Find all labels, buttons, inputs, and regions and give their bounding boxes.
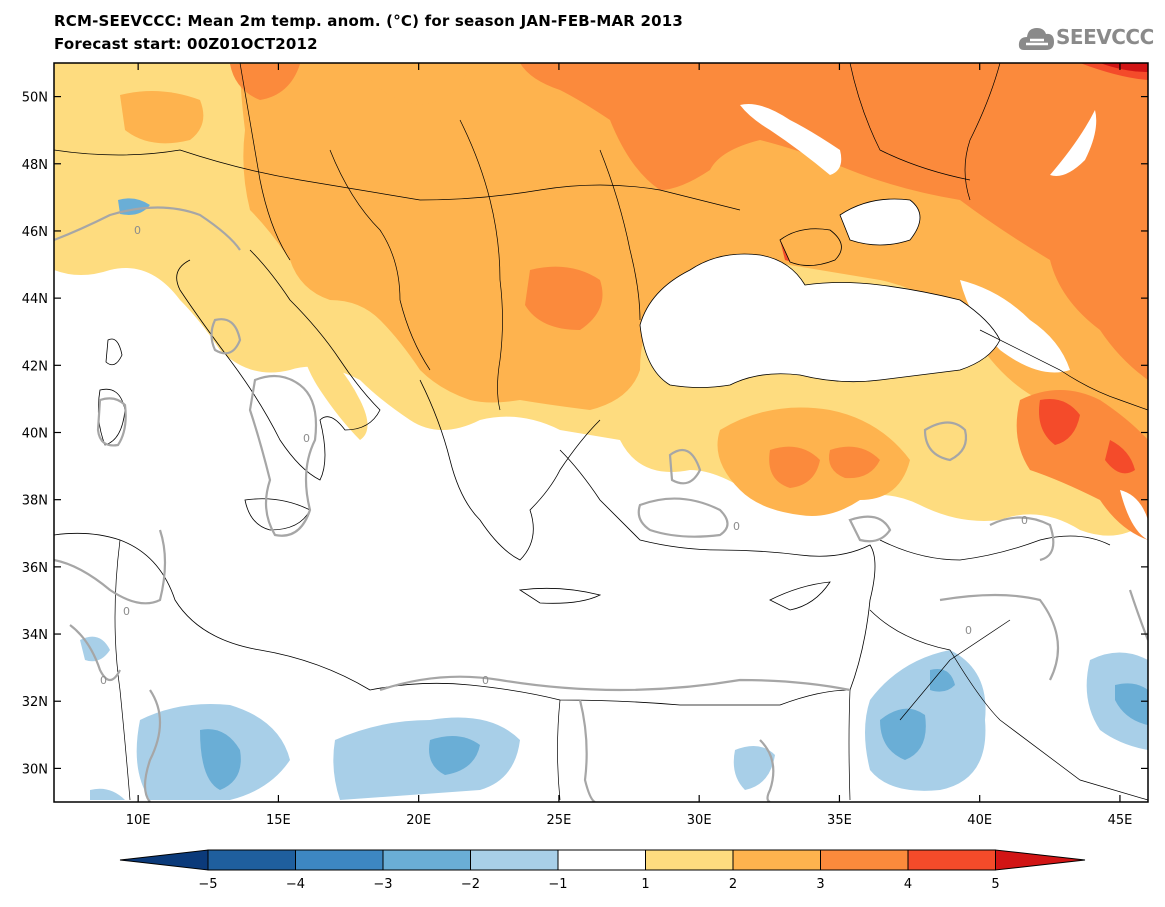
anomaly-near-zero: [740, 104, 842, 175]
anomaly-3-4: [520, 63, 1148, 380]
colorbar-label: −2: [461, 877, 480, 892]
azov-sea: [839, 198, 921, 246]
lon-tick-label: 30E: [687, 813, 712, 828]
lat-tick-label: 30N: [22, 762, 48, 777]
anomaly-minus-2-minus-1: [333, 717, 520, 800]
map-title: RCM-SEEVCCC: Mean 2m temp. anom. (°C) fo…: [54, 12, 683, 30]
colorbar-label: −3: [373, 877, 392, 892]
lat-tick-label: 44N: [22, 292, 48, 307]
crete: [518, 587, 602, 604]
country-borders: [54, 63, 1148, 801]
lon-tick-label: 15E: [266, 813, 291, 828]
corsica: [105, 338, 123, 366]
mediterranean-coastline: [54, 449, 876, 706]
colorbar-segment: [382, 849, 471, 871]
lat-tick-label: 40N: [22, 427, 48, 442]
anomaly-minus-3-minus-2: [1115, 683, 1148, 725]
lat-tick-label: 42N: [22, 359, 48, 374]
colorbar-segment: [207, 849, 296, 871]
colorbar-legend: −5 −4 −3 −2 −1 1 2 3 4 5: [119, 849, 1086, 892]
greece-coastline: [419, 379, 601, 561]
anomaly-minus-3-minus-2: [880, 708, 926, 760]
colorbar-label: −4: [286, 877, 305, 892]
lat-tick-label: 38N: [22, 494, 48, 509]
colorbar-arrow-high: [995, 849, 1086, 871]
zero-contours: [54, 206, 1148, 802]
longitude-axis: 10E 15E 20E 25E 30E 35E 40E 45E: [126, 63, 1133, 828]
colorbar-label: 2: [729, 877, 737, 892]
lat-tick-label: 36N: [22, 561, 48, 576]
anomaly-minus-3-minus-2: [429, 736, 480, 775]
colorbar-label: 4: [904, 877, 912, 892]
contour-label: 0: [100, 674, 107, 687]
colorbar-segment: [557, 849, 646, 871]
anomaly-4-5: [1105, 440, 1135, 474]
colorbar-segment: [820, 849, 909, 871]
cyprus: [769, 581, 831, 611]
anomaly-near-zero: [960, 280, 1070, 373]
anomaly-minus-3-minus-2: [930, 669, 955, 692]
anomaly-minus-3-minus-2: [200, 729, 241, 790]
anomaly-3-4: [230, 64, 300, 100]
anomaly-2-3: [120, 91, 204, 144]
anomaly-near-zero: [1050, 110, 1097, 176]
latitude-axis: 50N 48N 46N 44N 42N 40N 38N 36N 34N 32N 30N: [22, 91, 1148, 777]
anomaly-above-5: [1100, 63, 1148, 72]
contour-label: 0: [303, 432, 310, 445]
lon-tick-label: 35E: [827, 813, 852, 828]
lon-tick-label: 45E: [1108, 813, 1133, 828]
colorbar-label: −5: [198, 877, 217, 892]
cloud-icon: [1018, 28, 1054, 50]
anomaly-3-4: [829, 446, 880, 479]
lon-tick-label: 40E: [967, 813, 992, 828]
contour-label: 0: [1021, 514, 1028, 527]
forecast-start-label: Forecast start: 00Z01OCT2012: [54, 35, 318, 53]
crimea-peninsula: [779, 228, 842, 266]
anomaly-2-3: [360, 64, 470, 105]
lat-tick-label: 50N: [22, 91, 48, 106]
lat-tick-label: 46N: [22, 225, 48, 240]
lat-tick-label: 32N: [22, 695, 48, 710]
contour-label: 0: [965, 624, 972, 637]
colorbar-label: 1: [641, 877, 649, 892]
anomaly-3-4: [769, 446, 820, 488]
colorbar-segment: [732, 849, 821, 871]
anomaly-1-2: [300, 330, 368, 440]
colorbar-label: −1: [548, 877, 567, 892]
seevccc-logo: [1018, 28, 1054, 50]
colorbar-segment: [295, 849, 384, 871]
anomaly-4-5: [1039, 399, 1080, 445]
anomaly-minus-2-minus-1: [90, 788, 125, 800]
lat-tick-label: 34N: [22, 628, 48, 643]
colorbar-label: 5: [991, 877, 999, 892]
anomaly-3-4: [525, 266, 603, 330]
colorbar-segment: [907, 849, 996, 871]
contour-label: 0: [123, 605, 130, 618]
lon-tick-label: 10E: [126, 813, 151, 828]
anomaly-minus-2-minus-1: [733, 746, 775, 790]
anomaly-near-zero: [1120, 490, 1148, 540]
lat-tick-label: 48N: [22, 158, 48, 173]
lon-tick-label: 20E: [406, 813, 431, 828]
contour-label: 0: [134, 224, 141, 237]
colorbar-segment: [645, 849, 734, 871]
colorbar-arrow-low: [119, 849, 209, 871]
lon-tick-label: 25E: [547, 813, 572, 828]
zero-contour-labels: 0 0 0 0 0 0 0 0: [100, 224, 1028, 687]
contour-label: 0: [733, 520, 740, 533]
logo-text: SEEVCCC: [1056, 25, 1154, 49]
contour-label: 0: [482, 674, 489, 687]
sicily: [244, 498, 311, 531]
colorbar-label: 3: [816, 877, 824, 892]
anomaly-fields: 0 0 0 0 0 0 0 0: [54, 63, 1148, 802]
colorbar-segment: [470, 849, 559, 871]
